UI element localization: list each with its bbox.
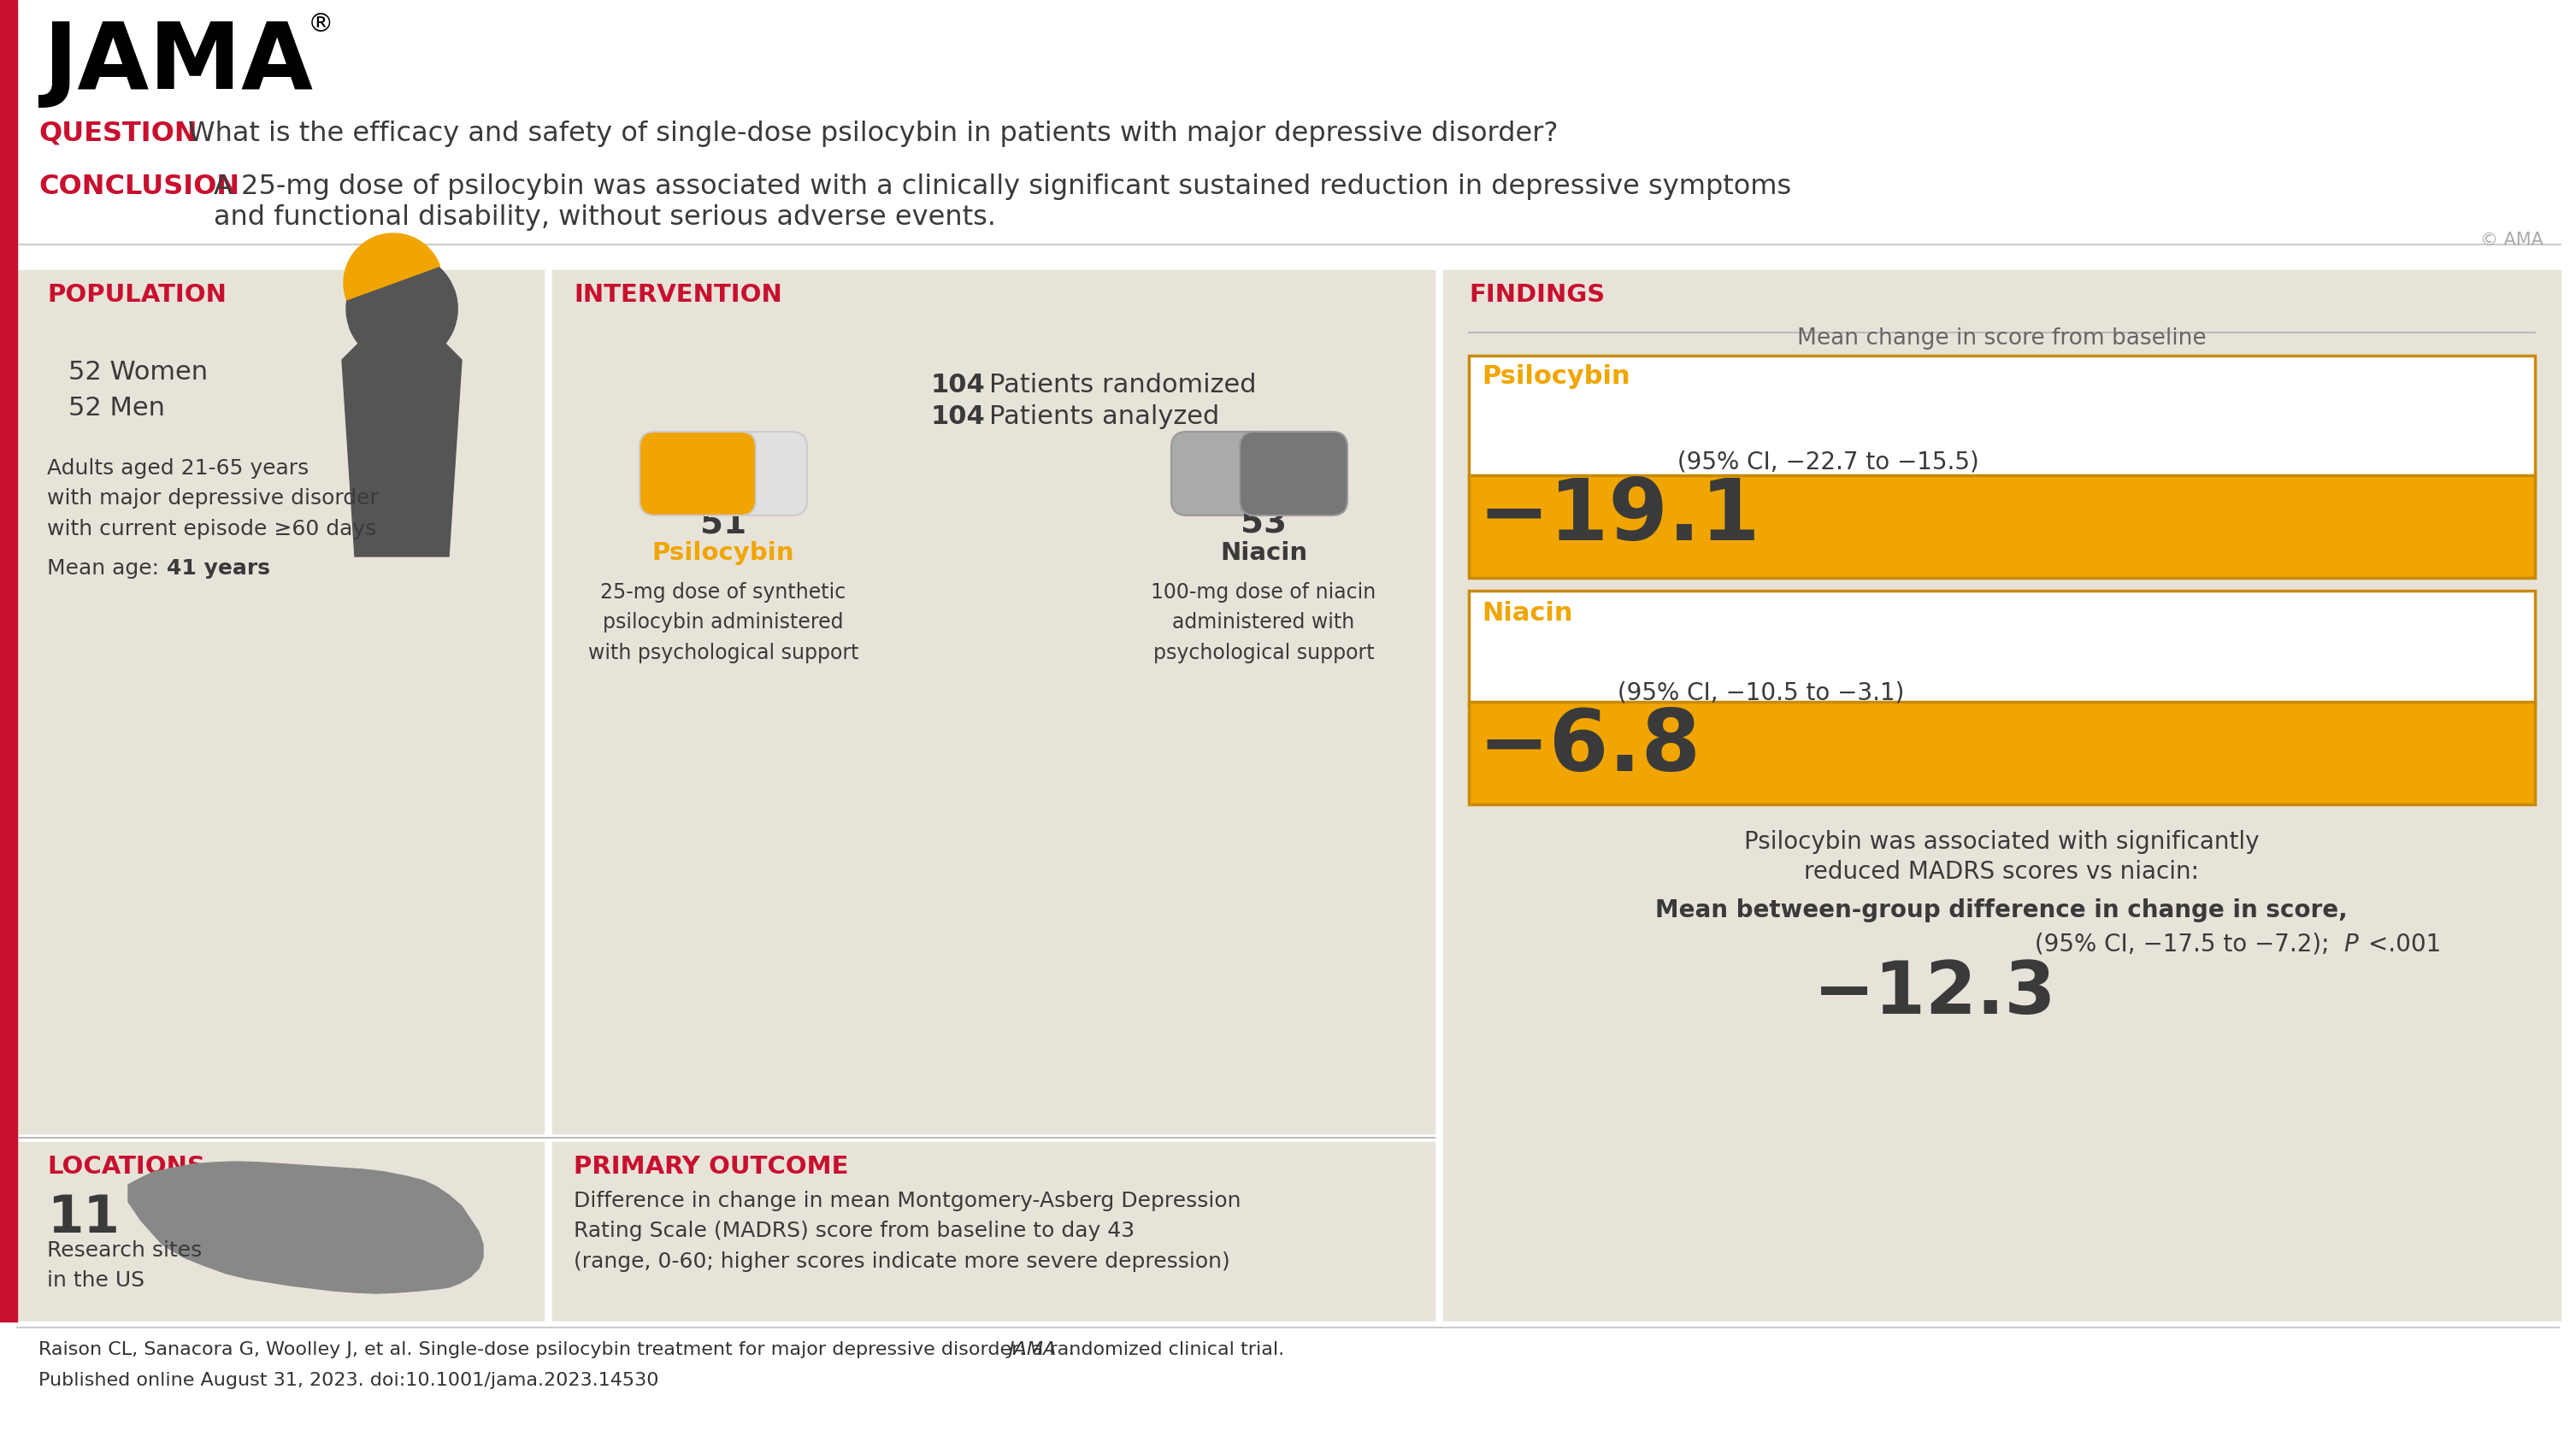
- FancyBboxPatch shape: [698, 432, 806, 515]
- Text: Psilocybin: Psilocybin: [1481, 364, 1631, 388]
- Text: Niacin: Niacin: [1481, 601, 1574, 625]
- Text: PRIMARY OUTCOME: PRIMARY OUTCOME: [574, 1154, 848, 1179]
- Text: 100-mg dose of niacin
administered with
psychological support: 100-mg dose of niacin administered with …: [1151, 582, 1376, 663]
- Text: 53: 53: [1242, 507, 1288, 539]
- Text: Mean change in score from baseline: Mean change in score from baseline: [1798, 327, 2205, 349]
- Text: −19.1: −19.1: [1479, 475, 1759, 558]
- Text: Research sites
in the US: Research sites in the US: [46, 1240, 201, 1291]
- Text: Difference in change in mean Montgomery-Asberg Depression
Rating Scale (MADRS) s: Difference in change in mean Montgomery-…: [574, 1191, 1242, 1272]
- Text: Mean between-group difference in change in score,: Mean between-group difference in change …: [1656, 899, 2347, 922]
- Polygon shape: [343, 334, 461, 557]
- Bar: [15, 270, 544, 1134]
- Text: (95% CI, −22.7 to −15.5): (95% CI, −22.7 to −15.5): [1669, 449, 1978, 474]
- Bar: [0, 0, 18, 1322]
- FancyBboxPatch shape: [639, 432, 755, 515]
- FancyBboxPatch shape: [1468, 590, 2535, 707]
- Text: Psilocybin: Psilocybin: [652, 541, 793, 566]
- Text: (95% CI, −17.5 to −7.2);: (95% CI, −17.5 to −7.2);: [2027, 932, 2336, 957]
- Text: Mean age:: Mean age:: [46, 558, 165, 579]
- Text: INTERVENTION: INTERVENTION: [574, 284, 783, 307]
- Text: Published online August 31, 2023. doi:10.1001/jama.2023.14530: Published online August 31, 2023. doi:10…: [39, 1373, 659, 1389]
- Text: ®: ®: [307, 12, 335, 36]
- Text: Psilocybin was associated with significantly: Psilocybin was associated with significa…: [1744, 830, 2259, 853]
- Text: Patients randomized: Patients randomized: [989, 372, 1257, 397]
- FancyBboxPatch shape: [1239, 432, 1347, 515]
- Text: 11: 11: [46, 1194, 118, 1243]
- Text: 104: 104: [930, 404, 984, 429]
- Text: −6.8: −6.8: [1479, 707, 1700, 790]
- Text: CONCLUSION: CONCLUSION: [39, 173, 240, 201]
- Text: Raison CL, Sanacora G, Woolley J, et al. Single-dose psilocybin treatment for ma: Raison CL, Sanacora G, Woolley J, et al.…: [39, 1341, 1291, 1358]
- Text: © AMA: © AMA: [2481, 231, 2543, 249]
- Bar: [0, 1322, 2576, 1454]
- Text: 52 Women: 52 Women: [70, 361, 209, 385]
- Text: <.001: <.001: [2360, 932, 2442, 957]
- FancyBboxPatch shape: [1468, 475, 2535, 577]
- Wedge shape: [350, 289, 459, 364]
- Text: P: P: [2344, 932, 2357, 957]
- Bar: [15, 1141, 544, 1322]
- Text: −12.3: −12.3: [1814, 958, 2056, 1029]
- Text: 51: 51: [701, 507, 747, 539]
- Text: reduced MADRS scores vs niacin:: reduced MADRS scores vs niacin:: [1803, 859, 2200, 884]
- Text: JAMA: JAMA: [44, 17, 312, 109]
- Text: (95% CI, −10.5 to −3.1): (95% CI, −10.5 to −3.1): [1610, 680, 1904, 704]
- Bar: [1443, 270, 2561, 1322]
- Text: 104: 104: [930, 372, 984, 397]
- Text: LOCATIONS: LOCATIONS: [46, 1154, 206, 1179]
- FancyBboxPatch shape: [1468, 356, 2535, 480]
- Wedge shape: [343, 233, 440, 300]
- Text: QUESTION: QUESTION: [39, 121, 198, 147]
- Text: Adults aged 21-65 years
with major depressive disorder
with current episode ≥60 : Adults aged 21-65 years with major depre…: [46, 458, 379, 539]
- Polygon shape: [129, 1162, 484, 1293]
- Text: A 25-mg dose of psilocybin was associated with a clinically significant sustaine: A 25-mg dose of psilocybin was associate…: [214, 173, 1790, 231]
- FancyBboxPatch shape: [1172, 432, 1280, 515]
- Text: POPULATION: POPULATION: [46, 284, 227, 307]
- Text: Niacin: Niacin: [1221, 541, 1306, 566]
- Bar: [551, 270, 1435, 1134]
- Bar: [551, 1141, 1435, 1322]
- Circle shape: [345, 253, 459, 364]
- Text: 25-mg dose of synthetic
psilocybin administered
with psychological support: 25-mg dose of synthetic psilocybin admin…: [587, 582, 858, 663]
- Text: JAMA: JAMA: [1010, 1341, 1056, 1358]
- Text: Patients analyzed: Patients analyzed: [989, 404, 1218, 429]
- Text: 52 Men: 52 Men: [70, 395, 165, 420]
- Text: FINDINGS: FINDINGS: [1468, 284, 1605, 307]
- Text: 41 years: 41 years: [167, 558, 270, 579]
- Text: What is the efficacy and safety of single-dose psilocybin in patients with major: What is the efficacy and safety of singl…: [188, 121, 1558, 147]
- FancyBboxPatch shape: [1468, 702, 2535, 804]
- Text: .: .: [1069, 1341, 1074, 1358]
